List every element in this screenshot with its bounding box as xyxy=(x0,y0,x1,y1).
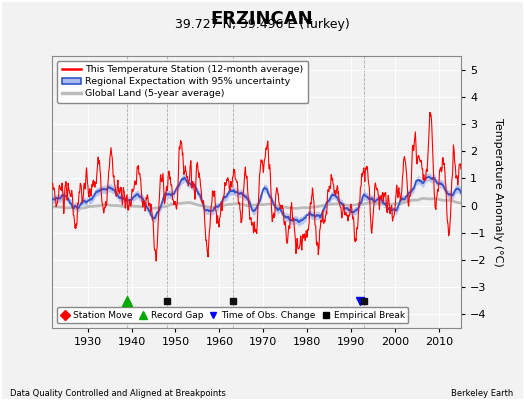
Legend: Station Move, Record Gap, Time of Obs. Change, Empirical Break: Station Move, Record Gap, Time of Obs. C… xyxy=(57,307,408,324)
Text: Berkeley Earth: Berkeley Earth xyxy=(451,389,514,398)
Text: 39.727 N, 39.496 E (Turkey): 39.727 N, 39.496 E (Turkey) xyxy=(174,18,350,31)
Text: ERZINCAN: ERZINCAN xyxy=(211,10,313,28)
Text: Data Quality Controlled and Aligned at Breakpoints: Data Quality Controlled and Aligned at B… xyxy=(10,389,226,398)
Y-axis label: Temperature Anomaly (°C): Temperature Anomaly (°C) xyxy=(493,118,504,266)
